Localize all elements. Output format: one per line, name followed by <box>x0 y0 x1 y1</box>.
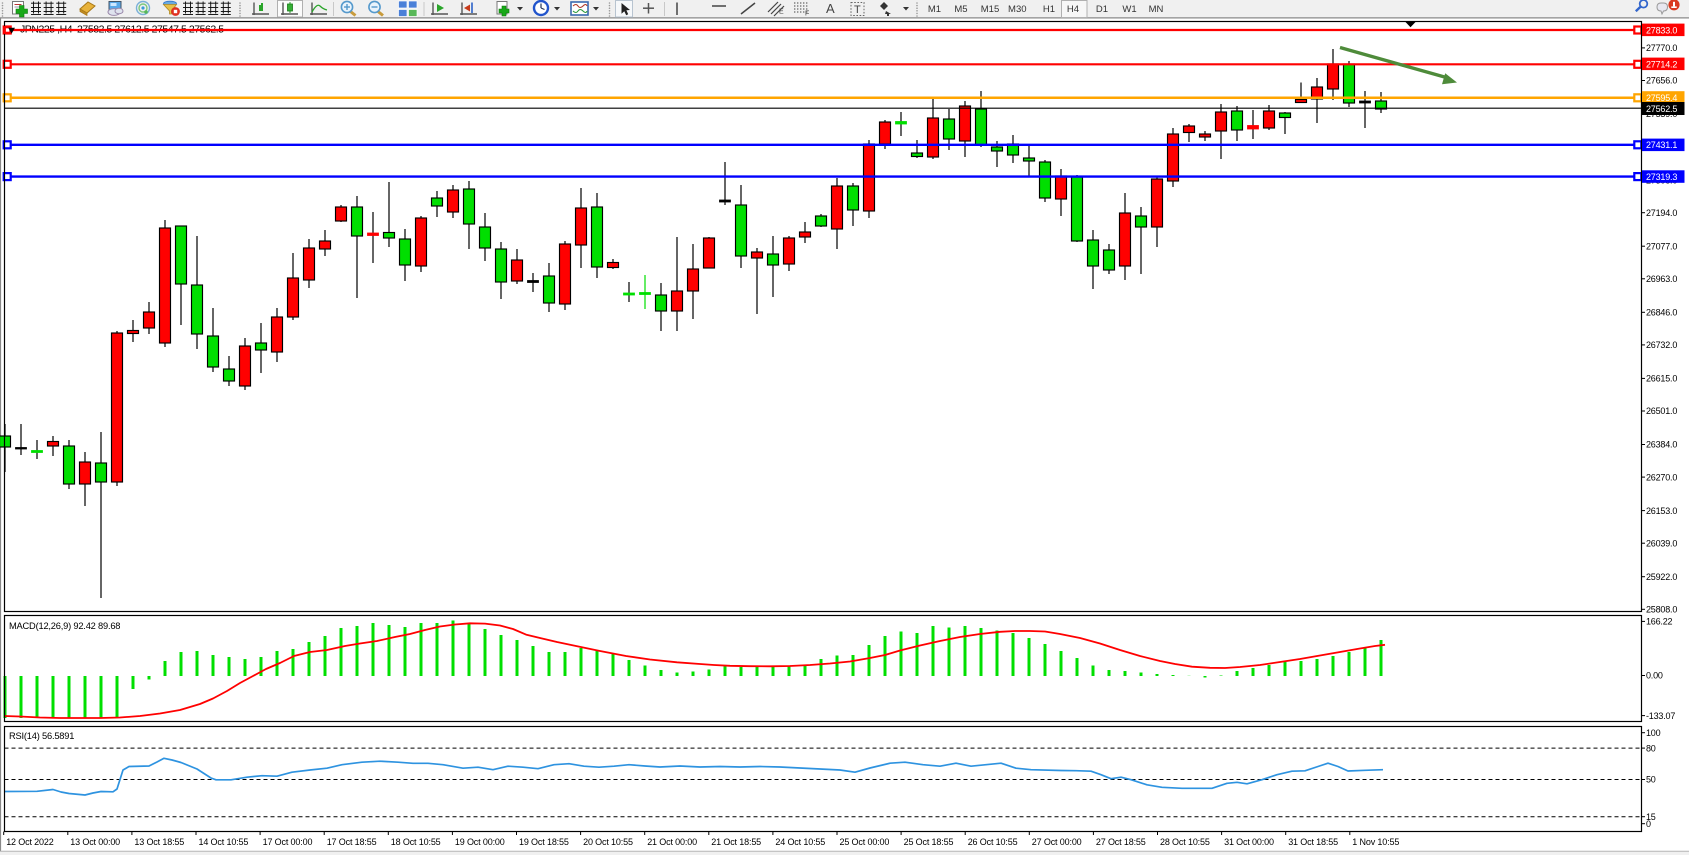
svg-text:19 Oct 00:00: 19 Oct 00:00 <box>455 837 505 847</box>
svg-text:27 Oct 00:00: 27 Oct 00:00 <box>1032 837 1082 847</box>
svg-text:A: A <box>826 1 835 16</box>
svg-text:21 Oct 00:00: 21 Oct 00:00 <box>647 837 697 847</box>
svg-text:31 Oct 00:00: 31 Oct 00:00 <box>1224 837 1274 847</box>
svg-text:0: 0 <box>1646 819 1651 829</box>
svg-text:26270.0: 26270.0 <box>1646 472 1677 482</box>
svg-text:M1: M1 <box>928 4 941 15</box>
svg-text:27 Oct 18:55: 27 Oct 18:55 <box>1096 837 1146 847</box>
svg-text:26963.0: 26963.0 <box>1646 274 1677 284</box>
svg-text:13 Oct 00:00: 13 Oct 00:00 <box>70 837 120 847</box>
svg-text:D1: D1 <box>1096 4 1108 15</box>
svg-text:26 Oct 10:55: 26 Oct 10:55 <box>968 837 1018 847</box>
svg-text:18 Oct 10:55: 18 Oct 10:55 <box>391 837 441 847</box>
svg-text:26384.0: 26384.0 <box>1646 440 1677 450</box>
svg-text:25 Oct 00:00: 25 Oct 00:00 <box>840 837 890 847</box>
svg-text:26846.0: 26846.0 <box>1646 308 1677 318</box>
svg-text:166.22: 166.22 <box>1646 617 1673 627</box>
svg-text:26732.0: 26732.0 <box>1646 340 1677 350</box>
svg-text:27770.0: 27770.0 <box>1646 43 1677 53</box>
svg-text:27194.0: 27194.0 <box>1646 208 1677 218</box>
svg-text:25808.0: 25808.0 <box>1646 605 1677 615</box>
svg-text:13 Oct 18:55: 13 Oct 18:55 <box>134 837 184 847</box>
svg-text:27714.2: 27714.2 <box>1646 59 1677 69</box>
svg-text:27077.0: 27077.0 <box>1646 241 1677 251</box>
svg-text:17 Oct 18:55: 17 Oct 18:55 <box>327 837 377 847</box>
svg-text:17 Oct 00:00: 17 Oct 00:00 <box>263 837 313 847</box>
svg-text:27595.4: 27595.4 <box>1646 93 1677 103</box>
svg-text:H4: H4 <box>1067 4 1079 15</box>
svg-text:-133.07: -133.07 <box>1646 711 1675 721</box>
svg-text:80: 80 <box>1646 743 1656 753</box>
svg-text:25 Oct 18:55: 25 Oct 18:55 <box>904 837 954 847</box>
svg-text:12 Oct 2022: 12 Oct 2022 <box>6 837 54 847</box>
svg-text:15: 15 <box>1646 812 1656 822</box>
svg-text:E: E <box>779 9 784 16</box>
svg-text:27833.0: 27833.0 <box>1646 25 1677 35</box>
svg-text:26153.0: 26153.0 <box>1646 506 1677 516</box>
svg-text:MN: MN <box>1149 4 1164 15</box>
svg-text:19 Oct 18:55: 19 Oct 18:55 <box>519 837 569 847</box>
svg-text:28 Oct 10:55: 28 Oct 10:55 <box>1160 837 1210 847</box>
svg-text:31 Oct 18:55: 31 Oct 18:55 <box>1288 837 1338 847</box>
svg-text:26615.0: 26615.0 <box>1646 374 1677 384</box>
svg-text:W1: W1 <box>1122 4 1136 15</box>
svg-text:25922.0: 25922.0 <box>1646 572 1677 582</box>
svg-text:M30: M30 <box>1008 4 1026 15</box>
svg-text:M5: M5 <box>954 4 967 15</box>
svg-text:27562.5: 27562.5 <box>1646 104 1677 114</box>
svg-text:26039.0: 26039.0 <box>1646 538 1677 548</box>
svg-text:0.00: 0.00 <box>1646 671 1663 681</box>
svg-text:24 Oct 10:55: 24 Oct 10:55 <box>775 837 825 847</box>
svg-text:MACD(12,26,9) 92.42 89.68: MACD(12,26,9) 92.42 89.68 <box>9 621 120 631</box>
svg-text:1 Nov 10:55: 1 Nov 10:55 <box>1352 837 1399 847</box>
svg-text:26501.0: 26501.0 <box>1646 406 1677 416</box>
svg-text:14 Oct 10:55: 14 Oct 10:55 <box>199 837 249 847</box>
svg-text:RSI(14) 56.5891: RSI(14) 56.5891 <box>9 731 74 741</box>
svg-text:100: 100 <box>1646 728 1661 738</box>
svg-text:27431.1: 27431.1 <box>1646 140 1677 150</box>
svg-text:M15: M15 <box>981 4 999 15</box>
svg-text:T: T <box>854 4 861 16</box>
svg-text:50: 50 <box>1646 775 1656 785</box>
svg-text:20 Oct 10:55: 20 Oct 10:55 <box>583 837 633 847</box>
svg-text:27656.0: 27656.0 <box>1646 76 1677 86</box>
svg-text:21 Oct 18:55: 21 Oct 18:55 <box>711 837 761 847</box>
svg-text:H1: H1 <box>1043 4 1055 15</box>
svg-text:F: F <box>805 11 809 18</box>
svg-text:27319.3: 27319.3 <box>1646 172 1677 182</box>
